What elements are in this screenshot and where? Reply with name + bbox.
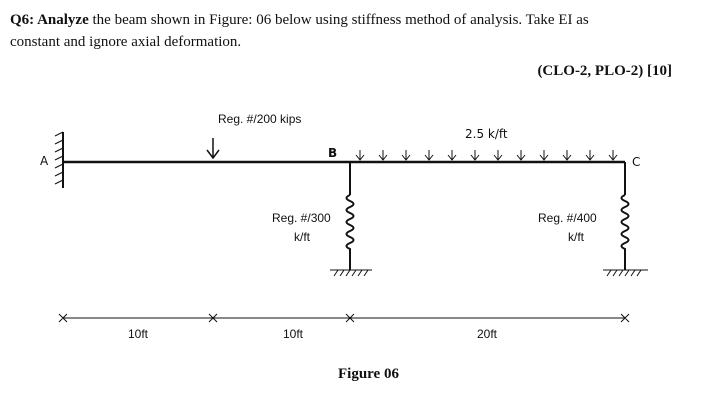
question-label: Q6: Analyze xyxy=(10,12,89,28)
span-label: 10ft xyxy=(283,327,304,341)
marks: (CLO-2, PLO-2) [10] xyxy=(537,63,672,79)
spring-c xyxy=(620,162,630,270)
load-label: Reg. #/200 kips xyxy=(218,112,301,126)
distributed-load xyxy=(355,150,618,161)
ground-c xyxy=(603,269,648,277)
spring-b xyxy=(345,162,355,270)
question-text: the beam shown in Figure: 06 below using… xyxy=(93,12,589,28)
dimension-ticks xyxy=(58,313,630,323)
question: Q6: Analyze the beam shown in Figure: 06… xyxy=(10,12,589,28)
span-label: 10ft xyxy=(128,327,149,341)
node-label: A xyxy=(40,154,49,168)
diagram xyxy=(54,131,648,323)
node-label: B xyxy=(328,146,337,160)
spring-label: Reg. #/300 xyxy=(272,211,331,225)
node-label: C xyxy=(632,155,640,169)
caption: Figure 06 xyxy=(338,366,399,382)
spring-label: k/ft xyxy=(568,230,585,244)
span-label: 20ft xyxy=(477,327,498,341)
spring-label: k/ft xyxy=(294,230,311,244)
spring-label: Reg. #/400 xyxy=(538,211,597,225)
point-load-arrow xyxy=(206,138,220,160)
ground-b xyxy=(330,269,372,277)
load-label: 2.5 k/ft xyxy=(465,127,508,141)
hatch xyxy=(54,131,64,185)
question-text: constant and ignore axial deformation. xyxy=(10,34,241,50)
